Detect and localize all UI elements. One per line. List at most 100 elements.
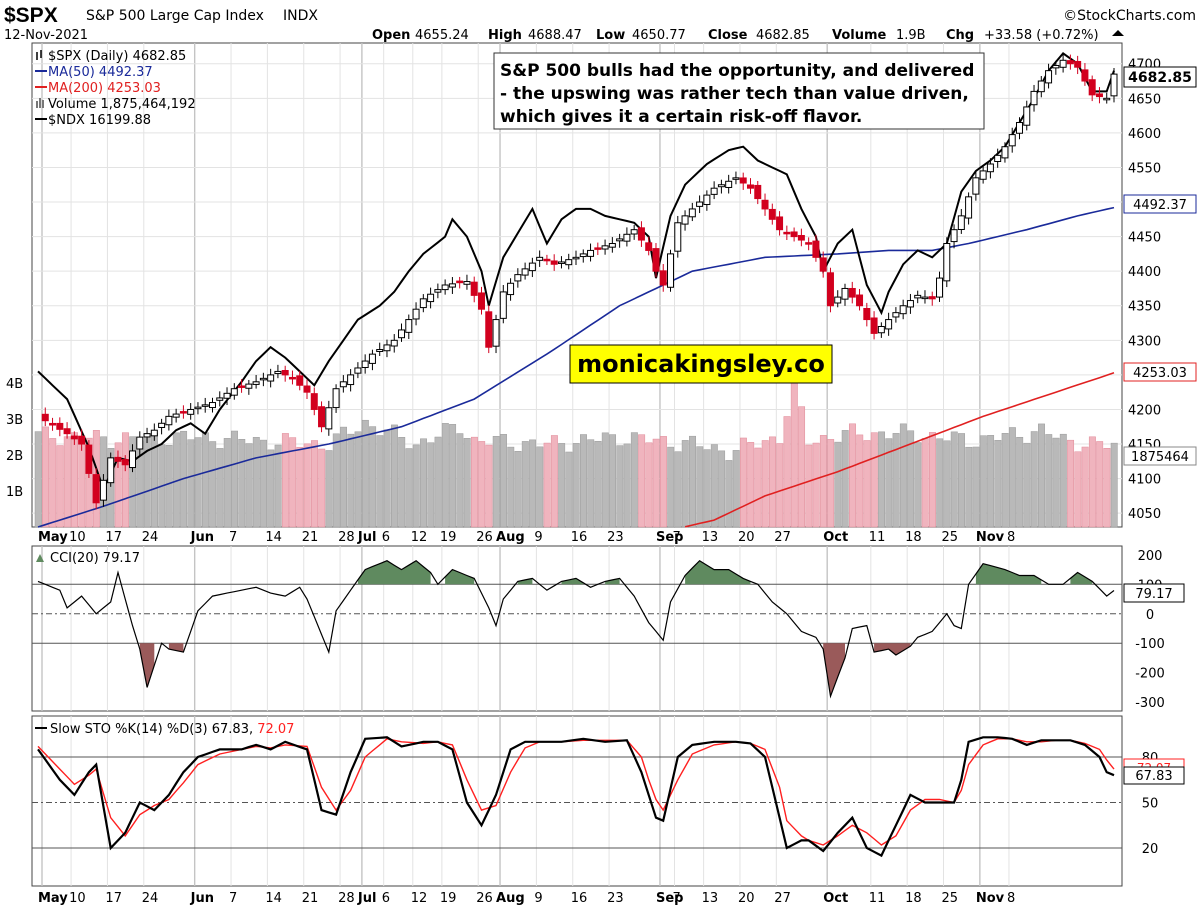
candle <box>165 409 173 431</box>
candle <box>1088 75 1096 102</box>
legend-price: $SPX (Daily) 4682.85 <box>36 49 186 64</box>
volume-icon <box>36 101 38 108</box>
date-label: 6 <box>382 530 390 545</box>
candle-body-up <box>354 367 362 374</box>
volume-bar <box>594 440 602 528</box>
date-label: 18 <box>905 530 922 545</box>
candle <box>318 401 326 433</box>
volume-bar <box>223 438 231 528</box>
candle-body-up <box>914 294 922 299</box>
candle <box>557 256 565 269</box>
date-label: 11 <box>869 891 886 906</box>
volume-bar <box>732 450 740 528</box>
candle-body-up <box>1037 80 1045 93</box>
candle <box>877 322 885 338</box>
ndx-overlay <box>37 52 1115 492</box>
volume-bar <box>987 435 995 528</box>
candle-body-down <box>776 216 784 231</box>
candle <box>1045 63 1053 89</box>
volume-bar <box>245 443 253 528</box>
candle <box>921 290 929 304</box>
candle <box>776 211 784 236</box>
watermark: monicakingsley.co <box>569 344 833 384</box>
volume-bar <box>252 437 260 528</box>
candle-body-down <box>318 406 326 428</box>
volume-bar <box>398 437 406 528</box>
date-label: 17 <box>105 891 122 906</box>
candle <box>187 403 195 420</box>
volume-bar <box>412 444 420 528</box>
volume-bar <box>885 438 893 528</box>
candle <box>441 279 449 295</box>
candle <box>579 249 587 263</box>
volume-bar <box>340 426 348 528</box>
candle-body-up <box>557 261 565 264</box>
cci-oversold-fill <box>168 643 184 653</box>
candle <box>885 312 893 336</box>
cci-overbought-fill <box>605 578 620 585</box>
volume-bar <box>558 443 566 528</box>
ma50-badge-frame <box>1123 194 1197 214</box>
volume-bar <box>928 432 936 528</box>
candle <box>1066 54 1074 70</box>
date-label: 9 <box>534 891 542 906</box>
volume-bar <box>71 432 79 528</box>
candle-body-down <box>812 240 820 258</box>
candle <box>943 237 951 288</box>
volume-bar <box>761 440 769 528</box>
candle <box>914 290 922 304</box>
candle <box>797 228 805 247</box>
cci-tick-label: 200 <box>1138 549 1163 564</box>
candle-body-up <box>158 422 166 428</box>
date-label: 28 <box>338 891 355 906</box>
candle <box>986 158 994 179</box>
candle <box>565 253 573 270</box>
candle-body-up <box>877 325 885 334</box>
candle-body-up <box>368 353 376 364</box>
candle <box>608 237 616 253</box>
date-label: 23 <box>607 530 624 545</box>
candle <box>826 267 834 313</box>
date-label: 14 <box>265 530 282 545</box>
candle-body-down <box>1081 69 1089 82</box>
candle-body-up <box>376 349 384 352</box>
date-label: Sep <box>656 530 684 545</box>
candle-body-up <box>834 296 842 304</box>
candle-body-up <box>1103 97 1111 101</box>
candle-body-down <box>296 375 304 386</box>
candle-body-down <box>49 422 57 426</box>
cci-legend: CCI(20) 79.17 <box>36 551 140 566</box>
date-label: Nov <box>976 530 1005 545</box>
candle <box>899 299 907 320</box>
candle-body-up <box>499 291 507 319</box>
candle-body-up <box>1059 59 1067 68</box>
date-label: 11 <box>869 530 886 545</box>
open-value: 4655.24 <box>415 28 469 43</box>
symbol: $SPX <box>4 4 58 27</box>
candle <box>710 181 718 200</box>
volume-bar <box>1088 436 1096 528</box>
candle <box>267 368 275 388</box>
sto-legend: Slow STO %K(14) %D(3) 67.83, 72.07 <box>35 722 294 737</box>
candle-body-up <box>630 229 638 235</box>
date-label: 12 <box>411 891 428 906</box>
volume-bar <box>754 447 762 528</box>
candle <box>928 291 936 306</box>
candle-body-up <box>259 377 267 381</box>
volume-bar <box>238 439 246 528</box>
candle <box>594 242 602 256</box>
candle <box>398 323 406 342</box>
volume-bar <box>681 440 689 528</box>
volume-bar <box>994 440 1002 528</box>
volume-bar <box>725 460 733 528</box>
volume-bar <box>849 423 856 528</box>
candle <box>841 283 849 306</box>
candle-body-up <box>245 383 253 389</box>
date-label: 9 <box>534 530 542 545</box>
cci-tick-label: 0 <box>1146 608 1154 623</box>
volume-tick-label: 3B <box>6 413 23 428</box>
candle-body-down <box>470 281 478 296</box>
date-label: 7 <box>229 891 237 906</box>
legend-ma200: MA(200) 4253.03 <box>35 81 161 96</box>
volume-bar <box>390 424 398 528</box>
